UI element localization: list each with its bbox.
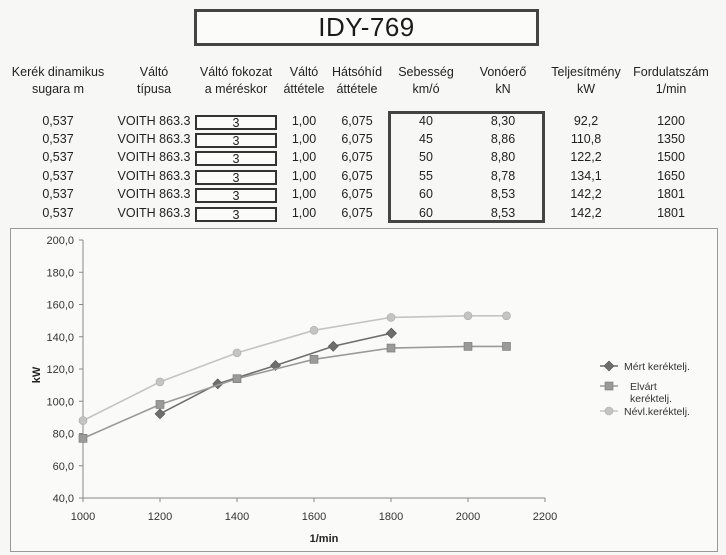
table-cell: 0,537 xyxy=(42,132,74,146)
table-cell: 8,86 xyxy=(490,132,516,146)
table-cell: 50 xyxy=(419,150,433,164)
column-header: Váltó típusa xyxy=(94,64,214,98)
column-header: Sebesség km/ó xyxy=(366,64,486,98)
table-cell: VOITH 863.3 xyxy=(117,169,191,183)
column-header-line1: Váltó xyxy=(289,65,319,79)
table-cell: 1650 xyxy=(657,169,685,183)
table-cell: 40 xyxy=(419,114,433,128)
column-header-line2: kW xyxy=(576,82,596,96)
table-cell: 0,537 xyxy=(42,187,74,201)
table-cell: 1,00 xyxy=(291,150,317,164)
table-cell: 1801 xyxy=(657,187,685,201)
speed-force-group-frame xyxy=(388,111,545,223)
table-cell: VOITH 863.3 xyxy=(117,114,191,128)
table-cell: 8,30 xyxy=(490,114,516,128)
column-header: Váltó fokozat a méréskor xyxy=(176,64,296,98)
column-header-line2: 1/min xyxy=(655,82,687,96)
table-cell: 1500 xyxy=(657,150,685,164)
table-cell: 110,8 xyxy=(570,132,602,146)
column-header-line1: Kerék dinamikus xyxy=(11,65,105,79)
table-cell: 0,537 xyxy=(42,114,74,128)
table-cell: 92,2 xyxy=(573,114,599,128)
gear-cell: 3 xyxy=(195,115,277,130)
column-header: Kerék dinamikus sugara m xyxy=(0,64,118,98)
table-cell: 1200 xyxy=(657,114,685,128)
table-cell: 0,537 xyxy=(42,206,74,220)
table-cell: 1,00 xyxy=(291,187,317,201)
column-header-line2: kN xyxy=(495,82,511,96)
column-header-line2: típusa xyxy=(136,82,172,96)
table-cell: VOITH 863.3 xyxy=(117,206,191,220)
table-cell: 6,075 xyxy=(341,169,373,183)
column-header-line2: km/ó xyxy=(412,82,440,96)
table-cell: VOITH 863.3 xyxy=(117,150,191,164)
gear-cell: 3 xyxy=(195,170,277,185)
table-cell: 142,2 xyxy=(570,187,602,201)
table-cell: VOITH 863.3 xyxy=(117,187,191,201)
table-cell: 6,075 xyxy=(341,114,373,128)
table-cell: 0,537 xyxy=(42,169,74,183)
column-header: Váltó áttétele xyxy=(244,64,364,98)
table-cell: 1,00 xyxy=(291,114,317,128)
table-cell: 8,53 xyxy=(490,206,516,220)
table-cell: 1,00 xyxy=(291,132,317,146)
table-cell: 1,00 xyxy=(291,169,317,183)
table-cell: 8,80 xyxy=(490,150,516,164)
column-header: Teljesítmény kW xyxy=(526,64,646,98)
table-cell: 1801 xyxy=(657,206,685,220)
column-header-line2: a méréskor xyxy=(204,82,268,96)
table-cell: 0,537 xyxy=(42,150,74,164)
gear-cell: 3 xyxy=(195,151,277,166)
column-header-line2: áttétele xyxy=(336,82,378,96)
column-header-line1: Váltó fokozat xyxy=(199,65,273,79)
table-cell: 6,075 xyxy=(341,132,373,146)
table-cell: 6,075 xyxy=(341,187,373,201)
table-cell: 45 xyxy=(419,132,433,146)
column-header-line2: áttétele xyxy=(283,82,325,96)
table-cell: 134,1 xyxy=(570,169,602,183)
column-header: Fordulatszám 1/min xyxy=(611,64,726,98)
table-cell: 6,075 xyxy=(341,206,373,220)
column-header-line1: Fordulatszám xyxy=(633,65,709,79)
table-cell: 8,78 xyxy=(490,169,516,183)
gear-cell: 3 xyxy=(195,188,277,203)
column-header-line2: sugara m xyxy=(31,82,85,96)
table-cell: 1350 xyxy=(657,132,685,146)
table-cell: 8,53 xyxy=(490,187,516,201)
table-cell: 1,00 xyxy=(291,206,317,220)
gear-cell: 3 xyxy=(195,207,277,222)
column-header-line1: Hátsóhíd xyxy=(331,65,383,79)
column-header-line1: Vonóerő xyxy=(479,65,527,79)
column-header: Hátsóhíd áttétele xyxy=(297,64,417,98)
table-cell: 55 xyxy=(419,169,433,183)
column-header-line1: Váltó xyxy=(139,65,169,79)
gear-cell: 3 xyxy=(195,133,277,148)
table-cell: 60 xyxy=(419,187,433,201)
table-cell: 60 xyxy=(419,206,433,220)
column-header-line1: Sebesség xyxy=(398,65,454,79)
column-header-line1: Teljesítmény xyxy=(551,65,621,79)
table-cell: 142,2 xyxy=(570,206,602,220)
column-header: Vonóerő kN xyxy=(443,64,563,98)
table-cell: 6,075 xyxy=(341,150,373,164)
chart-frame xyxy=(10,228,718,552)
table-cell: VOITH 863.3 xyxy=(117,132,191,146)
page-title: IDY-769 xyxy=(194,9,539,46)
table-cell: 122,2 xyxy=(570,150,602,164)
